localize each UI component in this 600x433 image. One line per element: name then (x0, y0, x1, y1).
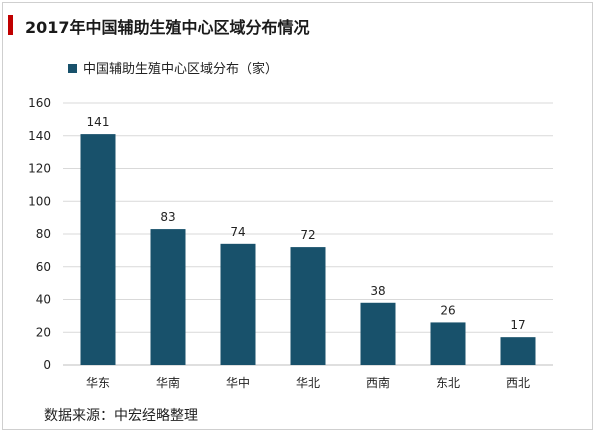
legend: 中国辅助生殖中心区域分布（家） (68, 61, 278, 77)
data-label: 26 (440, 303, 455, 317)
x-tick-label: 西南 (366, 375, 390, 390)
y-tick-label: 0 (43, 358, 51, 372)
gridlines (63, 102, 553, 333)
x-tick-label: 华中 (226, 375, 250, 390)
y-tick-label: 100 (28, 194, 51, 208)
legend-label: 中国辅助生殖中心区域分布（家） (83, 61, 278, 77)
data-label: 141 (87, 115, 110, 129)
bar (430, 322, 466, 365)
x-tick-label: 华北 (296, 376, 320, 390)
legend-swatch (68, 64, 77, 73)
y-tick-label: 40 (36, 293, 51, 307)
x-tick-label: 东北 (436, 376, 460, 390)
bar (360, 302, 396, 365)
title-accent-bar (8, 15, 13, 35)
chart-title: 2017年中国辅助生殖中心区域分布情况 (25, 18, 310, 37)
y-tick-label: 80 (36, 227, 51, 241)
bar (220, 243, 256, 365)
bar (290, 247, 326, 365)
x-tick-label: 西北 (506, 376, 530, 390)
data-label: 83 (160, 210, 175, 224)
bar (80, 134, 116, 365)
data-source-note: 数据来源：中宏经略整理 (44, 408, 198, 424)
data-label: 74 (230, 225, 245, 239)
y-tick-label: 140 (28, 129, 51, 143)
x-tick-label: 华东 (86, 376, 110, 390)
y-axis: 0 20 40 60 80 100 120 140 160 (28, 96, 51, 372)
y-tick-label: 160 (28, 96, 51, 110)
x-axis: 华东 华南 华中 华北 西南 东北 西北 (86, 375, 530, 390)
y-tick-label: 60 (36, 260, 51, 274)
data-label: 38 (370, 284, 385, 298)
bars (80, 134, 536, 365)
x-tick-label: 华南 (156, 375, 180, 390)
data-label: 72 (300, 228, 315, 242)
y-tick-label: 120 (28, 162, 51, 176)
data-label: 17 (510, 318, 525, 332)
chart-frame (2, 2, 593, 430)
y-tick-label: 20 (36, 325, 51, 339)
bar (150, 229, 186, 365)
bar (500, 337, 536, 365)
data-labels: 141 83 74 72 38 26 17 (87, 115, 526, 332)
